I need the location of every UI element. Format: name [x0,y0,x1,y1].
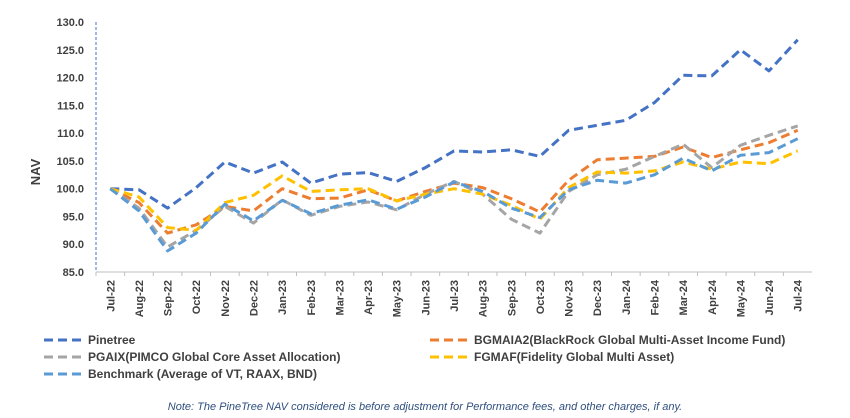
x-tick-label: Apr-24 [707,279,719,315]
x-tick-label: Dec-22 [249,280,261,316]
y-axis-title-text: NAV [28,158,43,185]
series-line [110,38,799,210]
x-tick-label: Sep-23 [506,280,518,316]
x-tick-label: Aug-22 [134,280,146,317]
y-tick-label: 85.0 [63,267,84,279]
nav-line-chart: NAV 130.0 125.0 120.0 115.0 110.0 105.0 100.0 9… [28,17,812,381]
x-tick-label: Aug-23 [478,280,490,317]
x-tick-label: Oct-23 [535,280,547,314]
x-tick-label: Jul-24 [793,279,805,312]
legend-label: Pinetree [88,333,136,347]
x-tick-label: Jan-23 [277,280,289,315]
series-line [109,124,799,249]
y-tick-label: 130.0 [56,17,84,29]
x-tick-label: Jun-23 [420,280,432,315]
y-tick-label: 115.0 [57,100,84,112]
chart-legend: Pinetree BGMAIA2(BlackRock Global Multi-A… [44,333,785,381]
legend-label: FGMAF(Fidelity Global Multi Asset) [474,350,674,364]
footnote: Note: The PineTree NAV considered is bef… [167,401,683,413]
x-tick-label: Mar-23 [334,280,346,315]
x-axis-ticks: Jul-22 Aug-22 Sep-22 Oct-22 Nov-22 Dec-22 Jan-… [95,272,805,317]
x-tick-label: May-24 [735,279,747,317]
y-tick-label: 100.0 [56,184,84,196]
x-tick-label: Dec-23 [592,280,604,316]
x-tick-label: Nov-22 [220,280,232,317]
x-tick-label: Mar-24 [678,279,690,315]
legend-label: PGAIX(PIMCO Global Core Asset Allocation… [88,350,340,364]
legend-label: BGMAIA2(BlackRock Global Multi-Asset Inc… [474,333,785,347]
x-tick-label: Feb-23 [306,280,318,315]
y-axis-title: NAV [28,158,43,185]
y-tick-label: 95.0 [63,211,84,223]
x-tick-label: Jul-22 [105,280,117,312]
x-tick-label: May-23 [392,280,404,317]
x-tick-label: Jul-23 [449,280,461,312]
series-line [109,137,799,253]
y-tick-label: 110.0 [57,128,84,140]
x-tick-label: Sep-22 [163,280,175,316]
y-tick-label: 90.0 [63,239,84,251]
series-line [109,149,799,232]
y-tick-label: 105.0 [56,156,84,168]
x-tick-label: Jun-24 [764,279,776,315]
series-lines [109,38,799,253]
legend-label: Benchmark (Average of VT, RAAX, BND) [88,367,317,381]
y-tick-label: 125.0 [56,45,84,57]
x-tick-label: Apr-23 [363,280,375,315]
y-axis-ticks: 130.0 125.0 120.0 115.0 110.0 105.0 100.0 95.0 9… [56,17,84,279]
x-tick-label: Feb-24 [649,279,661,315]
y-tick-label: 120.0 [56,73,84,85]
x-tick-label: Jan-24 [621,279,633,315]
x-tick-label: Oct-22 [191,280,203,314]
x-tick-label: Nov-23 [564,280,576,317]
